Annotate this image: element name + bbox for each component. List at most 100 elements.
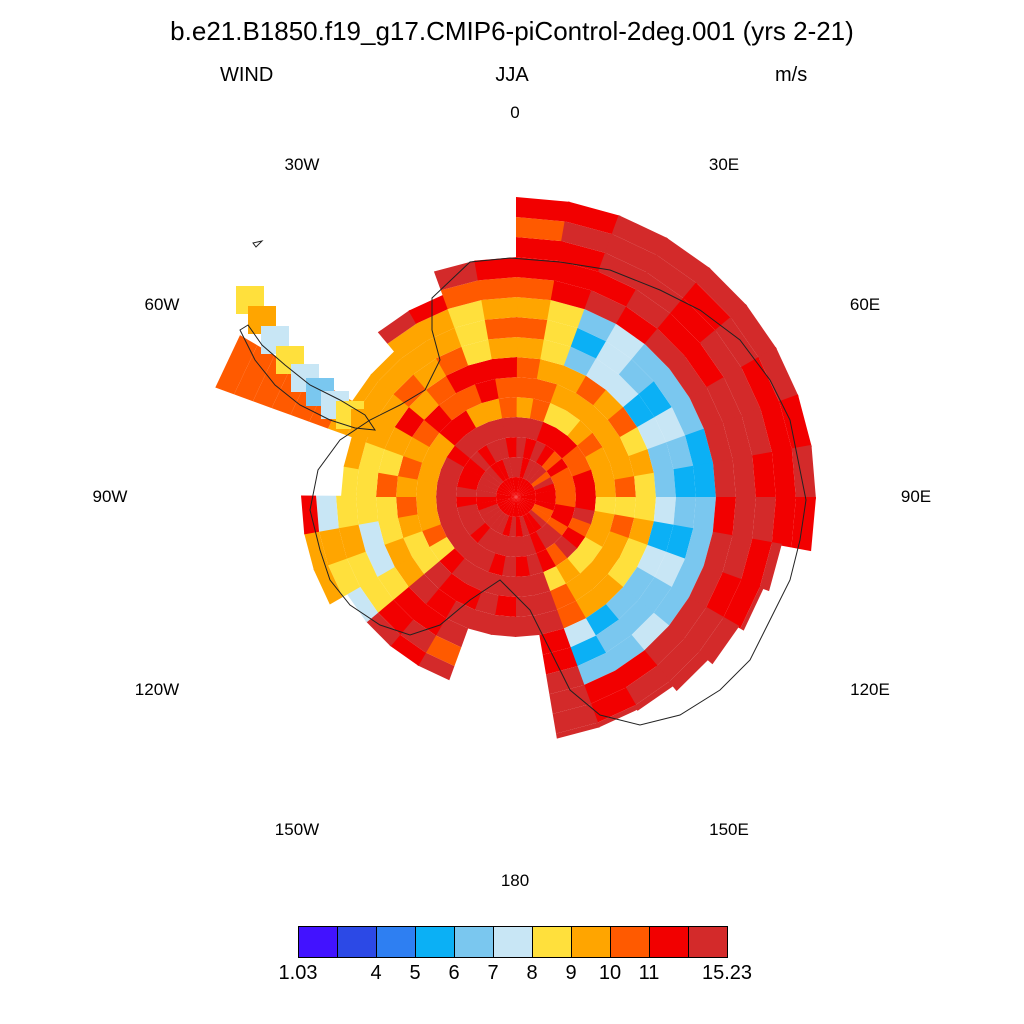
wind-cell [595, 619, 632, 654]
wind-cell [454, 535, 478, 559]
wind-cell [516, 277, 556, 301]
wind-cell [542, 647, 578, 675]
wind-cell [546, 427, 568, 452]
wind-cell [515, 556, 530, 577]
colorbar-label: 15.23 [701, 962, 753, 984]
wind-cell [421, 523, 447, 547]
wind-cell [554, 535, 578, 559]
wind-cell [740, 538, 773, 588]
wind-cell [304, 530, 329, 571]
wind-cell [459, 510, 482, 527]
wind-cell [516, 497, 534, 510]
wind-cell [515, 536, 527, 557]
colorbar-label: 10 [598, 962, 622, 984]
wind-cell [772, 448, 796, 499]
wind-cell [516, 487, 535, 497]
wind-cell [522, 514, 536, 535]
wind-cell [531, 507, 551, 523]
wind-cell [378, 358, 415, 395]
wind-cell [576, 652, 616, 686]
wind-cell [516, 493, 536, 498]
wind-cell [495, 514, 510, 535]
wind-cell [446, 365, 476, 394]
wind-cell [490, 462, 507, 482]
wind-cell [422, 446, 447, 470]
wind-cell [470, 450, 491, 472]
wind-cell [554, 435, 578, 459]
wind-cell [478, 503, 499, 517]
season-label: JJA [495, 64, 529, 86]
wind-cell [522, 437, 537, 460]
wind-cell [516, 377, 538, 399]
wind-cell [436, 496, 457, 511]
wind-cell [522, 534, 537, 557]
wind-cell [481, 398, 503, 422]
wind-cell [534, 500, 556, 511]
wind-cell [572, 469, 595, 487]
wind-cell [516, 197, 571, 222]
wind-cell [607, 407, 638, 438]
wind-cell [494, 595, 516, 617]
wind-cell [476, 489, 497, 497]
wind-cell [546, 517, 568, 536]
wind-cell [485, 531, 503, 554]
wind-cell [408, 389, 440, 420]
wind-cell [539, 628, 571, 655]
wind-cell [596, 341, 633, 376]
wind-cell [477, 277, 518, 301]
wind-cell [673, 497, 696, 530]
wind-cell [683, 607, 724, 653]
wind-cell [533, 503, 554, 518]
wind-cell [602, 437, 630, 464]
wind-cell [488, 418, 506, 441]
wind-cell [673, 465, 696, 499]
lon-label-30e: 30E [708, 155, 740, 174]
wind-cell [594, 479, 616, 498]
wind-cell [529, 531, 546, 554]
colorbar-swatch [650, 927, 689, 957]
wind-cell [596, 704, 639, 728]
wind-cell [634, 497, 656, 523]
wind-cell [336, 495, 359, 529]
wind-cell [376, 566, 409, 600]
wind-cell [516, 357, 542, 379]
wind-cell [516, 497, 523, 517]
wind-cell [408, 294, 449, 324]
wind-cell [591, 462, 615, 484]
lon-label-60w: 60W [144, 295, 180, 314]
wind-cell [585, 604, 619, 637]
wind-cell [519, 457, 530, 479]
wind-cell [446, 526, 471, 549]
wind-cell [693, 497, 716, 534]
wind-cell [474, 590, 499, 616]
wind-cell [412, 603, 446, 636]
wind-cell [526, 553, 544, 576]
wind-cell [570, 327, 608, 359]
wind-cell [459, 466, 482, 484]
colorbar-label: 11 [638, 962, 660, 984]
wind-cell [695, 267, 748, 319]
wind-cell [495, 437, 510, 460]
wind-cell [575, 483, 596, 498]
wind-cell [416, 496, 438, 515]
wind-cell [732, 455, 756, 499]
wind-cell [436, 346, 470, 376]
wind-cell [435, 617, 469, 648]
wind-cell [516, 297, 553, 320]
wind-cell [604, 634, 645, 671]
wind-cell [553, 476, 576, 491]
wind-cell [516, 484, 534, 497]
wind-cell [384, 426, 413, 456]
wind-cell [553, 503, 576, 518]
wind-cell [609, 514, 635, 539]
wind-cell [722, 535, 753, 581]
wind-cell [490, 615, 516, 637]
wind-cell [616, 306, 659, 345]
wind-cell [301, 495, 320, 535]
wind-cell [531, 471, 551, 488]
wind-cell [358, 441, 385, 473]
wind-cell [376, 496, 398, 522]
wind-cell [646, 254, 698, 300]
wind-cell [400, 340, 437, 375]
wind-cell [543, 403, 567, 428]
